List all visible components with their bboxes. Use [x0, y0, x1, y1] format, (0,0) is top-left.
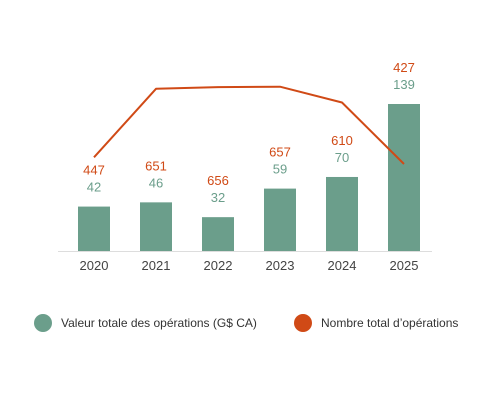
combo-chart: 42 447 46 651 32 656 59 657 70 610 139 427 2020 2021… — [58, 60, 432, 273]
legend-label-value: Valeur totale des opérations (G$ CA) — [61, 316, 257, 330]
x-tick-2024: 2024 — [328, 258, 357, 273]
bar-value-label-2023: 59 — [273, 162, 287, 177]
bar-2023 — [264, 188, 296, 251]
bars-group — [78, 104, 420, 251]
legend: Valeur totale des opérations (G$ CA) Nom… — [0, 314, 500, 336]
x-tick-2025: 2025 — [390, 258, 419, 273]
bar-value-label-2021: 46 — [149, 175, 163, 190]
bar-2024 — [326, 176, 358, 251]
bar-value-label-2020: 42 — [87, 180, 101, 195]
legend-swatch-orange — [294, 314, 312, 332]
bar-value-label-2022: 32 — [211, 190, 225, 205]
x-tick-2021: 2021 — [142, 258, 171, 273]
line-value-label-2020: 447 — [83, 163, 105, 178]
line-value-label-2024: 610 — [331, 133, 353, 148]
bar-2025 — [388, 104, 420, 251]
bar-value-label-2024: 70 — [335, 150, 349, 165]
operations-count-line — [93, 85, 405, 165]
legend-item-count: Nombre total d’opérations — [294, 314, 458, 332]
bar-2022 — [202, 217, 234, 251]
x-tick-labels: 2020 2021 2022 2023 2024 2025 — [80, 258, 419, 273]
legend-label-count: Nombre total d’opérations — [321, 316, 459, 330]
x-tick-2022: 2022 — [204, 258, 233, 273]
data-labels-group: 42 447 46 651 32 656 59 657 70 610 139 427 — [83, 60, 415, 205]
line-value-label-2025: 427 — [393, 60, 415, 75]
bar-2021 — [140, 202, 172, 251]
x-tick-2020: 2020 — [80, 258, 109, 273]
line-value-label-2023: 657 — [269, 145, 291, 160]
legend-item-value: Valeur totale des opérations (G$ CA) — [34, 314, 257, 332]
line-value-label-2021: 651 — [145, 158, 167, 173]
x-tick-2023: 2023 — [266, 258, 295, 273]
bar-value-label-2025: 139 — [393, 77, 415, 92]
bar-2020 — [78, 206, 110, 251]
line-value-label-2022: 656 — [207, 173, 229, 188]
legend-swatch-green — [34, 314, 52, 332]
